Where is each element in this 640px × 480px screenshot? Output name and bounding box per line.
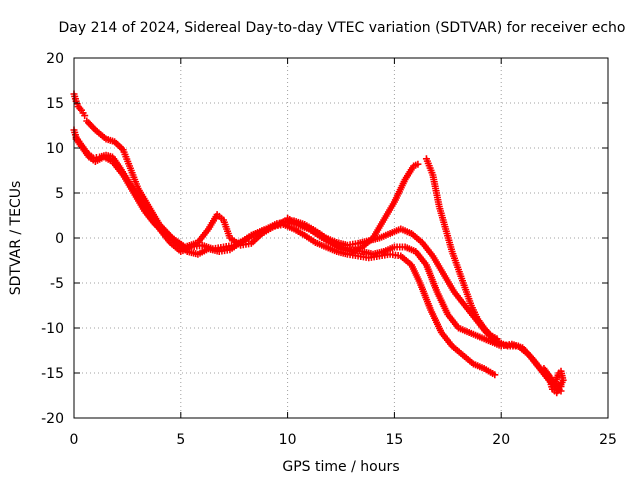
x-tick-label: 0 [70,432,79,448]
y-tick-label: 15 [46,96,64,112]
data-point [493,335,501,343]
data-layer [70,90,567,397]
x-tick-label: 5 [176,432,185,448]
data-point [81,112,89,120]
x-tick-label: 25 [599,432,617,448]
y-tick-label: 5 [55,186,64,202]
axes: 0 5 10 15 20 25 -20 -15 -10 -5 0 5 10 15 20 [41,51,617,448]
y-tick-label: 10 [46,141,64,157]
x-tick-label: 15 [385,432,403,448]
data-point [414,160,422,168]
x-tick-label: 10 [279,432,297,448]
series-track-5 [284,160,422,255]
grid [74,58,608,418]
y-tick-label: 0 [55,231,64,247]
y-axis-label: SDTVAR / TECUs [8,181,24,296]
y-tick-label: -15 [41,366,64,382]
y-tick-label: -10 [41,321,64,337]
x-tick-label: 20 [492,432,510,448]
chart-title: Day 214 of 2024, Sidereal Day-to-day VTE… [59,20,626,36]
y-tick-label: -5 [50,276,64,292]
series-track-7 [540,365,567,397]
y-tick-label: -20 [41,411,64,427]
data-point [544,371,552,379]
series-track-6 [422,155,501,343]
y-tick-label: 20 [46,51,64,67]
x-axis-label: GPS time / hours [282,459,399,475]
data-point [491,371,499,379]
